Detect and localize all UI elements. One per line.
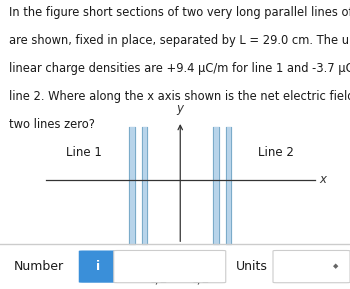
FancyBboxPatch shape — [114, 251, 226, 283]
Text: L/2: L/2 — [192, 273, 210, 286]
Text: Units: Units — [236, 260, 268, 273]
Text: i: i — [96, 260, 100, 273]
Text: Line 1: Line 1 — [66, 146, 102, 159]
Text: L/2: L/2 — [150, 273, 168, 286]
Text: Line 2: Line 2 — [258, 146, 294, 159]
FancyBboxPatch shape — [273, 251, 350, 283]
Text: Number: Number — [14, 260, 64, 273]
FancyBboxPatch shape — [79, 251, 117, 283]
Text: two lines zero?: two lines zero? — [9, 118, 95, 131]
Text: y: y — [177, 102, 184, 115]
Text: are shown, fixed in place, separated by L = 29.0 cm. The uniform: are shown, fixed in place, separated by … — [9, 34, 350, 47]
Text: linear charge densities are +9.4 μC/m for line 1 and -3.7 μC/m for: linear charge densities are +9.4 μC/m fo… — [9, 62, 350, 75]
Text: line 2. Where along the x axis shown is the net electric field from the: line 2. Where along the x axis shown is … — [9, 90, 350, 103]
Text: ◆: ◆ — [333, 264, 339, 270]
Text: x: x — [319, 173, 326, 186]
Text: In the figure short sections of two very long parallel lines of charge: In the figure short sections of two very… — [9, 6, 350, 19]
